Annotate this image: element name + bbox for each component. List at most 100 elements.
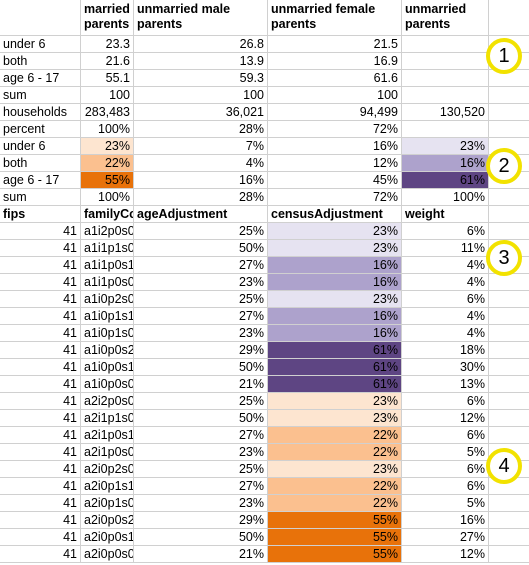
age-adjustment-cell[interactable]: 23% — [134, 495, 268, 512]
fips-cell[interactable]: 41 — [0, 529, 81, 546]
header-cell-extra[interactable] — [489, 0, 529, 36]
fips-cell[interactable]: 41 — [0, 393, 81, 410]
header-family-code[interactable]: familyCode — [81, 206, 134, 223]
value-cell-unmarried-female[interactable]: 61.6 — [268, 70, 402, 87]
fips-cell[interactable]: 41 — [0, 461, 81, 478]
family-code-cell[interactable]: a2i2p0s0t0 — [81, 393, 134, 410]
weight-cell[interactable]: 18% — [402, 342, 489, 359]
age-adjustment-cell[interactable]: 25% — [134, 291, 268, 308]
weight-cell[interactable]: 6% — [402, 223, 489, 240]
row-label[interactable]: age 6 - 17 — [0, 172, 81, 189]
weight-cell[interactable]: 4% — [402, 308, 489, 325]
empty-cell[interactable] — [489, 393, 529, 410]
census-adjustment-cell[interactable]: 55% — [268, 512, 402, 529]
value-cell-unmarried-female[interactable]: 72% — [268, 121, 402, 138]
fips-cell[interactable]: 41 — [0, 223, 81, 240]
value-cell-married[interactable]: 23% — [81, 138, 134, 155]
empty-cell[interactable] — [489, 427, 529, 444]
fips-cell[interactable]: 41 — [0, 444, 81, 461]
header-unmarried-male-parents[interactable]: unmarried male parents — [134, 0, 268, 36]
census-adjustment-cell[interactable]: 22% — [268, 495, 402, 512]
age-adjustment-cell[interactable]: 50% — [134, 240, 268, 257]
census-adjustment-cell[interactable]: 16% — [268, 274, 402, 291]
family-code-cell[interactable]: a2i1p0s0t1 — [81, 444, 134, 461]
age-adjustment-cell[interactable]: 50% — [134, 359, 268, 376]
fips-cell[interactable]: 41 — [0, 240, 81, 257]
value-cell-married[interactable]: 100 — [81, 87, 134, 104]
family-code-cell[interactable]: a1i1p0s1t0 — [81, 257, 134, 274]
fips-cell[interactable]: 41 — [0, 274, 81, 291]
value-cell-unmarried[interactable]: 23% — [402, 138, 489, 155]
family-code-cell[interactable]: a2i0p0s0t2 — [81, 546, 134, 563]
census-adjustment-cell[interactable]: 16% — [268, 325, 402, 342]
weight-cell[interactable]: 16% — [402, 512, 489, 529]
value-cell-unmarried[interactable]: 61% — [402, 172, 489, 189]
empty-cell[interactable] — [489, 291, 529, 308]
weight-cell[interactable]: 6% — [402, 461, 489, 478]
empty-cell[interactable] — [489, 70, 529, 87]
age-adjustment-cell[interactable]: 25% — [134, 461, 268, 478]
age-adjustment-cell[interactable]: 23% — [134, 325, 268, 342]
value-cell-married[interactable]: 22% — [81, 155, 134, 172]
weight-cell[interactable]: 13% — [402, 376, 489, 393]
age-adjustment-cell[interactable]: 21% — [134, 546, 268, 563]
weight-cell[interactable]: 5% — [402, 444, 489, 461]
family-code-cell[interactable]: a1i2p0s0t0 — [81, 223, 134, 240]
family-code-cell[interactable]: a1i0p0s1t1 — [81, 359, 134, 376]
census-adjustment-cell[interactable]: 55% — [268, 546, 402, 563]
weight-cell[interactable]: 12% — [402, 546, 489, 563]
family-code-cell[interactable]: a2i1p1s0t0 — [81, 410, 134, 427]
age-adjustment-cell[interactable]: 50% — [134, 410, 268, 427]
value-cell-unmarried-male[interactable]: 4% — [134, 155, 268, 172]
row-label[interactable]: under 6 — [0, 138, 81, 155]
fips-cell[interactable]: 41 — [0, 325, 81, 342]
value-cell-married[interactable]: 100% — [81, 189, 134, 206]
empty-cell[interactable] — [489, 172, 529, 189]
header-unmarried-parents[interactable]: unmarried parents — [402, 0, 489, 36]
age-adjustment-cell[interactable]: 25% — [134, 223, 268, 240]
value-cell-unmarried-female[interactable]: 94,499 — [268, 104, 402, 121]
header-census-adjustment[interactable]: censusAdjustment — [268, 206, 402, 223]
header-cell-blank[interactable] — [0, 0, 81, 36]
family-code-cell[interactable]: a2i0p1s0t1 — [81, 495, 134, 512]
empty-cell[interactable] — [489, 529, 529, 546]
census-adjustment-cell[interactable]: 16% — [268, 257, 402, 274]
value-cell-unmarried[interactable]: 16% — [402, 155, 489, 172]
row-label[interactable]: sum — [0, 87, 81, 104]
empty-cell[interactable] — [489, 359, 529, 376]
value-cell-married[interactable]: 21.6 — [81, 53, 134, 70]
age-adjustment-cell[interactable]: 21% — [134, 376, 268, 393]
header-weight[interactable]: weight — [402, 206, 489, 223]
census-adjustment-cell[interactable]: 23% — [268, 461, 402, 478]
row-label[interactable]: both — [0, 155, 81, 172]
age-adjustment-cell[interactable]: 27% — [134, 308, 268, 325]
fips-cell[interactable]: 41 — [0, 495, 81, 512]
fips-cell[interactable]: 41 — [0, 427, 81, 444]
value-cell-married[interactable]: 100% — [81, 121, 134, 138]
value-cell-married[interactable]: 23.3 — [81, 36, 134, 53]
empty-cell[interactable] — [489, 546, 529, 563]
value-cell-unmarried-female[interactable]: 12% — [268, 155, 402, 172]
family-code-cell[interactable]: a1i1p0s0t1 — [81, 274, 134, 291]
weight-cell[interactable]: 11% — [402, 240, 489, 257]
census-adjustment-cell[interactable]: 61% — [268, 359, 402, 376]
value-cell-unmarried-female[interactable]: 72% — [268, 189, 402, 206]
value-cell-unmarried[interactable]: 100% — [402, 189, 489, 206]
fips-cell[interactable]: 41 — [0, 308, 81, 325]
census-adjustment-cell[interactable]: 23% — [268, 291, 402, 308]
value-cell-unmarried[interactable] — [402, 70, 489, 87]
fips-cell[interactable]: 41 — [0, 546, 81, 563]
row-label[interactable]: under 6 — [0, 36, 81, 53]
empty-cell[interactable] — [489, 410, 529, 427]
empty-cell[interactable] — [489, 512, 529, 529]
value-cell-unmarried-female[interactable]: 16.9 — [268, 53, 402, 70]
census-adjustment-cell[interactable]: 23% — [268, 240, 402, 257]
empty-cell[interactable] — [489, 206, 529, 223]
row-label[interactable]: age 6 - 17 — [0, 70, 81, 87]
weight-cell[interactable]: 6% — [402, 427, 489, 444]
empty-cell[interactable] — [489, 104, 529, 121]
family-code-cell[interactable]: a1i0p0s2t0 — [81, 342, 134, 359]
family-code-cell[interactable]: a2i0p1s1t0 — [81, 478, 134, 495]
value-cell-unmarried-male[interactable]: 7% — [134, 138, 268, 155]
row-label[interactable]: percent — [0, 121, 81, 138]
